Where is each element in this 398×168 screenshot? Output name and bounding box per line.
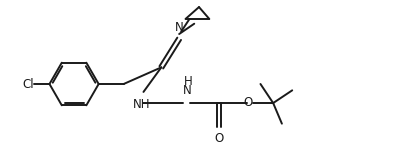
Text: N: N (183, 84, 192, 97)
Text: O: O (214, 132, 223, 145)
Text: Cl: Cl (23, 77, 34, 91)
Text: O: O (244, 96, 253, 109)
Text: N: N (175, 21, 183, 34)
Text: NH: NH (133, 98, 150, 111)
Text: H: H (183, 75, 192, 88)
